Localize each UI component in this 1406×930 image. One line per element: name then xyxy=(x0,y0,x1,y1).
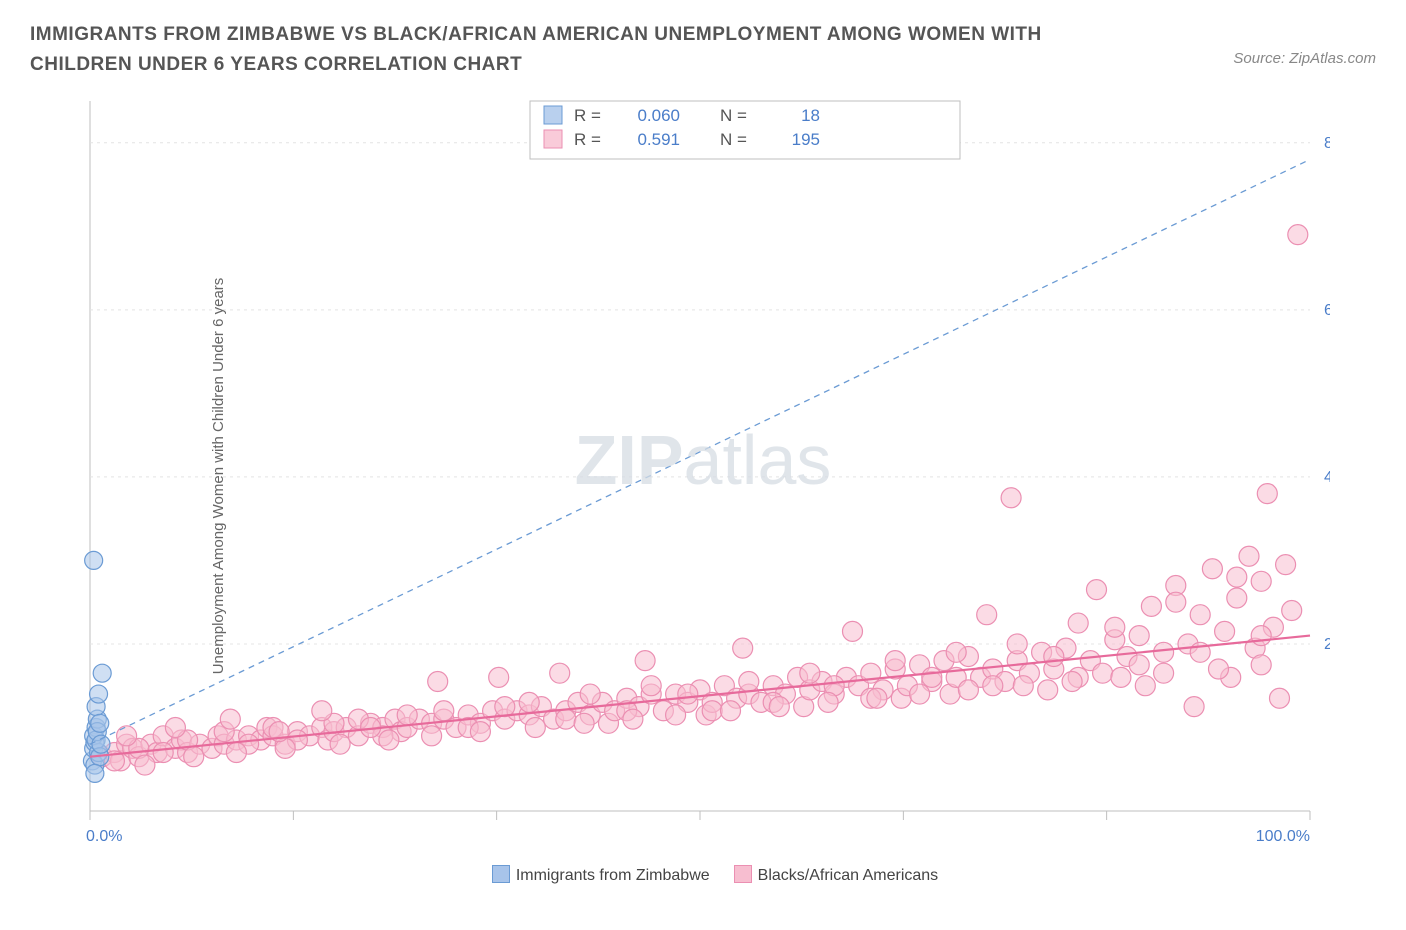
svg-text:0.591: 0.591 xyxy=(637,130,680,149)
svg-text:0.0%: 0.0% xyxy=(86,828,122,845)
source-prefix: Source: xyxy=(1233,50,1289,67)
source-attribution: Source: ZipAtlas.com xyxy=(1233,50,1376,67)
svg-text:R =: R = xyxy=(574,106,601,125)
legend-swatch xyxy=(734,865,752,883)
svg-text:60.0%: 60.0% xyxy=(1324,302,1330,319)
svg-text:0.060: 0.060 xyxy=(637,106,680,125)
svg-text:18: 18 xyxy=(801,106,820,125)
svg-text:100.0%: 100.0% xyxy=(1256,828,1310,845)
y-axis-label: Unemployment Among Women with Children U… xyxy=(210,277,227,674)
bottom-legend: Immigrants from Zimbabwe Blacks/African A… xyxy=(0,865,1406,885)
chart-header: IMMIGRANTS FROM ZIMBABWE VS BLACK/AFRICA… xyxy=(0,0,1406,91)
svg-text:R =: R = xyxy=(574,130,601,149)
svg-text:80.0%: 80.0% xyxy=(1324,135,1330,152)
svg-text:N =: N = xyxy=(720,106,747,125)
legend-label: Immigrants from Zimbabwe xyxy=(516,867,710,884)
legend-swatch xyxy=(492,865,510,883)
svg-text:40.0%: 40.0% xyxy=(1324,469,1330,486)
legend-label: Blacks/African Americans xyxy=(758,867,939,884)
svg-text:N =: N = xyxy=(720,130,747,149)
svg-text:195: 195 xyxy=(792,130,820,149)
chart-title: IMMIGRANTS FROM ZIMBABWE VS BLACK/AFRICA… xyxy=(30,20,1130,81)
source-name: ZipAtlas.com xyxy=(1289,50,1376,67)
svg-text:20.0%: 20.0% xyxy=(1324,636,1330,653)
chart-container: Unemployment Among Women with Children U… xyxy=(30,91,1376,861)
